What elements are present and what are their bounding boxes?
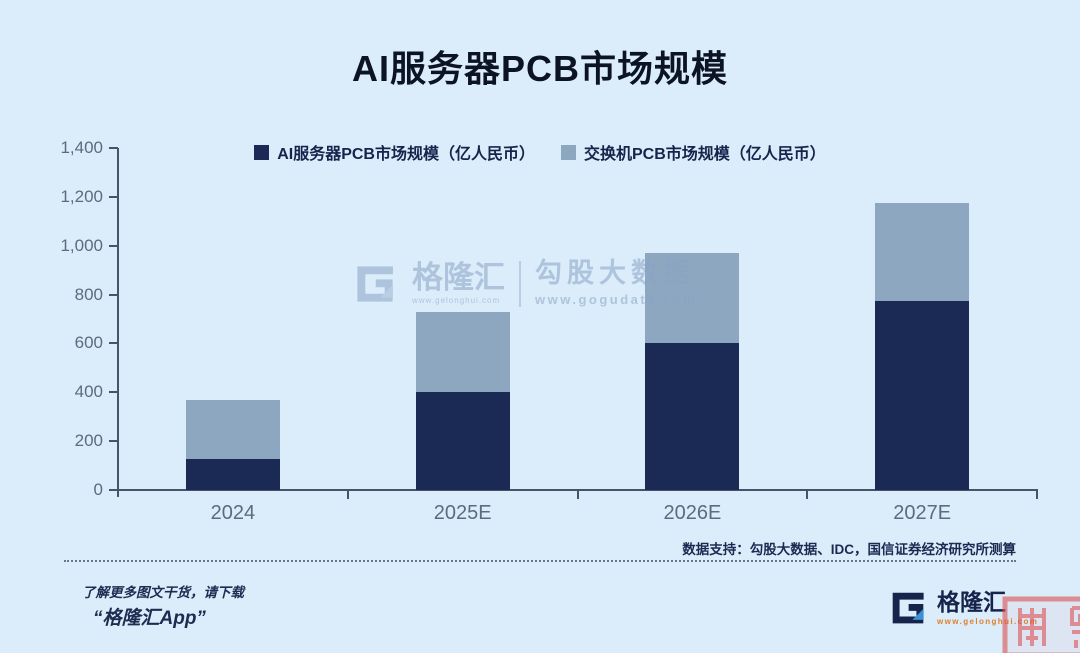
red-seal-watermark-icon xyxy=(1002,596,1080,653)
chart-title: AI服务器PCB市场规模 xyxy=(351,48,728,89)
x-axis-line xyxy=(117,489,1038,491)
x-axis-category-label: 2026E xyxy=(663,502,722,524)
promo-line-1: 了解更多图文干货，请下载 xyxy=(82,585,244,600)
y-axis-tick-label: 1,400 xyxy=(60,138,103,157)
bar-2027E xyxy=(875,202,970,490)
bar-segment-ai-server-pcb xyxy=(415,392,510,490)
y-axis-tick xyxy=(109,293,118,296)
y-axis-tick-label: 0 xyxy=(93,480,103,499)
y-axis-tick xyxy=(109,195,118,198)
bar-2024 xyxy=(185,399,280,490)
bar-segment-switch-pcb xyxy=(185,399,280,460)
legend-swatch-light xyxy=(561,144,576,160)
bar-segment-switch-pcb xyxy=(415,311,510,393)
y-axis-tick-label: 800 xyxy=(74,284,103,304)
bar-segment-switch-pcb xyxy=(875,202,970,301)
y-axis-tick-label: 600 xyxy=(74,333,103,353)
y-axis-tick-label: 200 xyxy=(74,431,103,451)
legend-label: AI服务器PCB市场规模（亿人民币） xyxy=(277,146,535,163)
x-axis-category-label: 2024 xyxy=(210,502,256,524)
legend: AI服务器PCB市场规模（亿人民币） 交换机PCB市场规模（亿人民币） xyxy=(0,140,1080,164)
y-axis-tick xyxy=(109,489,118,491)
y-axis-line xyxy=(117,148,119,497)
y-axis-tick-label: 1,000 xyxy=(60,235,103,255)
y-axis-tick-label: 1,200 xyxy=(60,186,103,206)
brand-footer-text-block: 格隆汇 www.gelonghui.com xyxy=(937,588,1039,626)
gelonghui-logo-icon xyxy=(892,592,924,624)
legend-item-ai-server-pcb: AI服务器PCB市场规模（亿人民币） xyxy=(254,140,535,164)
x-axis-category-label: 2025E xyxy=(433,502,492,524)
x-axis-tick xyxy=(576,491,579,499)
y-axis-tick-label: 400 xyxy=(74,382,103,402)
bar-2026E xyxy=(645,253,740,490)
brand-footer-url: www.gelonghui.com xyxy=(937,616,1039,626)
y-axis-tick xyxy=(109,147,118,149)
y-axis-tick xyxy=(109,440,118,443)
bar-segment-switch-pcb xyxy=(645,253,740,344)
data-source-note: 数据支持：勾股大数据、IDC，国信证券经济研究所测算 xyxy=(682,542,1016,557)
y-axis-tick xyxy=(109,342,118,345)
legend-item-switch-pcb: 交换机PCB市场规模（亿人民币） xyxy=(561,140,826,164)
bar-segment-ai-server-pcb xyxy=(185,459,280,490)
promo-line-2: “格隆汇App” xyxy=(93,608,206,629)
brand-footer: 格隆汇 www.gelonghui.com xyxy=(888,588,1038,628)
bar-segment-ai-server-pcb xyxy=(645,343,740,490)
dotted-separator xyxy=(64,560,1016,562)
x-axis-category-label: 2027E xyxy=(893,502,952,524)
bar-segment-ai-server-pcb xyxy=(875,300,970,490)
x-axis-tick xyxy=(1036,491,1038,499)
bar-2025E xyxy=(415,311,510,490)
brand-footer-name: 格隆汇 xyxy=(937,588,1006,615)
x-axis-tick xyxy=(346,491,349,499)
y-axis-tick xyxy=(109,244,118,247)
legend-label: 交换机PCB市场规模（亿人民币） xyxy=(584,146,826,163)
y-axis-tick xyxy=(109,391,118,394)
x-axis-tick xyxy=(806,491,809,499)
legend-swatch-dark xyxy=(254,144,270,160)
